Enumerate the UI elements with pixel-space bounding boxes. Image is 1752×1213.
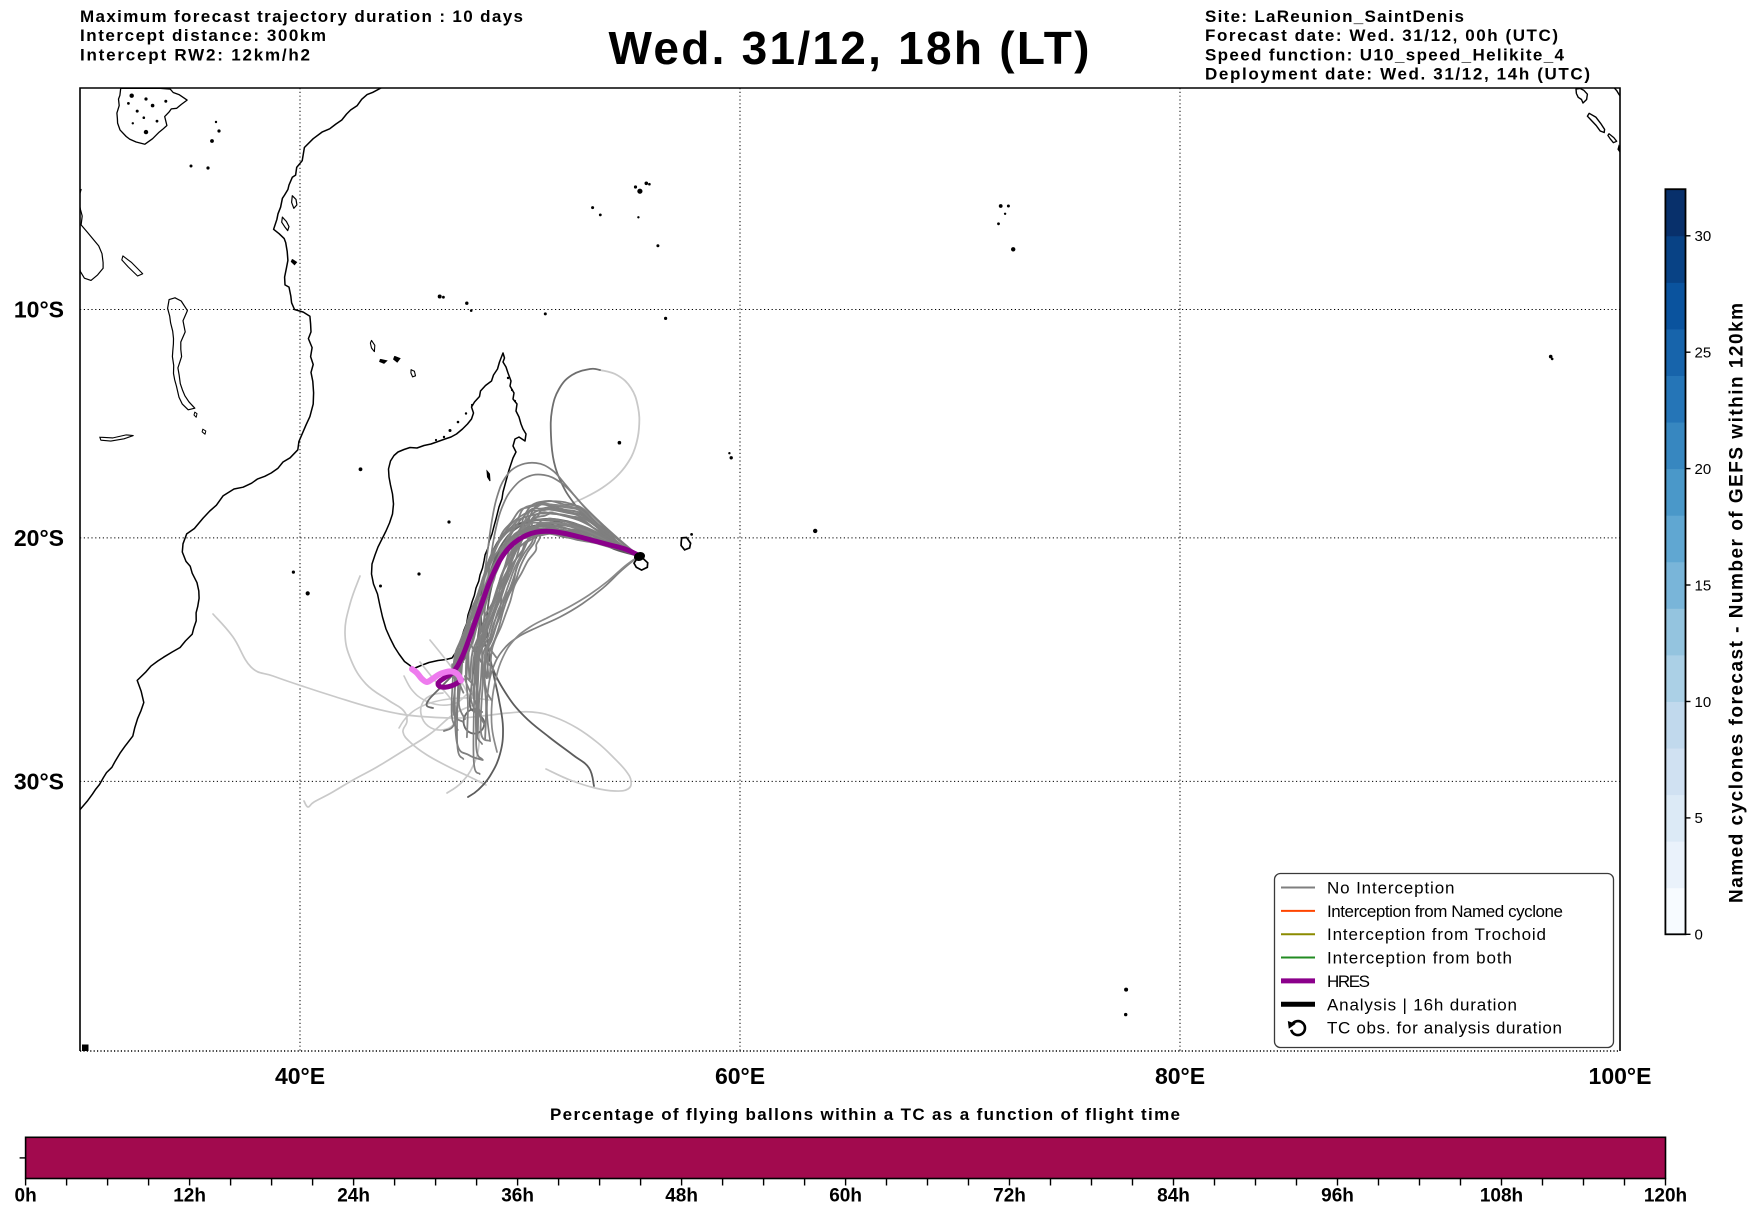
svg-text:20: 20 [1695,461,1712,478]
svg-text:48h: 48h [665,1186,698,1207]
svg-text:Deployment date: Wed. 31/12, 1: Deployment date: Wed. 31/12, 14h (UTC) [1205,65,1590,84]
svg-text:100°E: 100°E [1589,1063,1652,1089]
svg-text:96h: 96h [1321,1186,1354,1207]
svg-text:60h: 60h [829,1186,862,1207]
svg-text:120h: 120h [1644,1186,1687,1207]
svg-text:20°S: 20°S [14,525,64,551]
svg-text:10°S: 10°S [14,297,64,323]
svg-text:36h: 36h [501,1186,534,1207]
svg-text:Interception from both: Interception from both [1327,949,1512,968]
svg-text:24h: 24h [337,1186,370,1207]
svg-text:Speed function: U10_speed_Heli: Speed function: U10_speed_Helikite_4 [1205,45,1565,64]
svg-text:0: 0 [1695,927,1703,944]
svg-text:Site: LaReunion_SaintDenis: Site: LaReunion_SaintDenis [1205,7,1464,26]
svg-text:Named cyclones forecast - Numb: Named cyclones forecast - Number of GEFS… [1727,303,1748,903]
svg-text:108h: 108h [1480,1186,1523,1207]
svg-text:Intercept distance: 300km: Intercept distance: 300km [80,26,326,45]
svg-text:Maximum forecast trajectory du: Maximum forecast trajectory duration : 1… [80,7,523,26]
svg-text:Analysis | 16h duration: Analysis | 16h duration [1327,995,1517,1014]
svg-text:12h: 12h [173,1186,206,1207]
svg-text:0h: 0h [15,1186,37,1207]
svg-text:Wed. 31/12, 18h (LT): Wed. 31/12, 18h (LT) [609,22,1090,74]
svg-text:Interception from Named cyclon: Interception from Named cyclone [1327,902,1563,921]
svg-text:72h: 72h [993,1186,1026,1207]
svg-text:60°E: 60°E [715,1063,765,1089]
svg-text:No Interception: No Interception [1327,879,1455,898]
svg-text:Intercept RW2: 12km/h2: Intercept RW2: 12km/h2 [80,45,310,64]
svg-text:30°S: 30°S [14,768,64,794]
svg-text:10: 10 [1695,694,1712,711]
svg-text:80°E: 80°E [1155,1063,1205,1089]
svg-text:40°E: 40°E [275,1063,325,1089]
svg-text:84h: 84h [1157,1186,1190,1207]
svg-text:TC obs. for analysis duration: TC obs. for analysis duration [1327,1019,1562,1038]
svg-text:15: 15 [1695,577,1712,594]
svg-text:25: 25 [1695,345,1712,362]
svg-text:HRES: HRES [1327,972,1370,991]
svg-text:30: 30 [1695,228,1712,245]
svg-text:Interception from Trochoid: Interception from Trochoid [1327,925,1546,944]
svg-text:Percentage of flying ballons w: Percentage of flying ballons within a TC… [550,1105,1180,1124]
svg-text:5: 5 [1695,810,1703,827]
